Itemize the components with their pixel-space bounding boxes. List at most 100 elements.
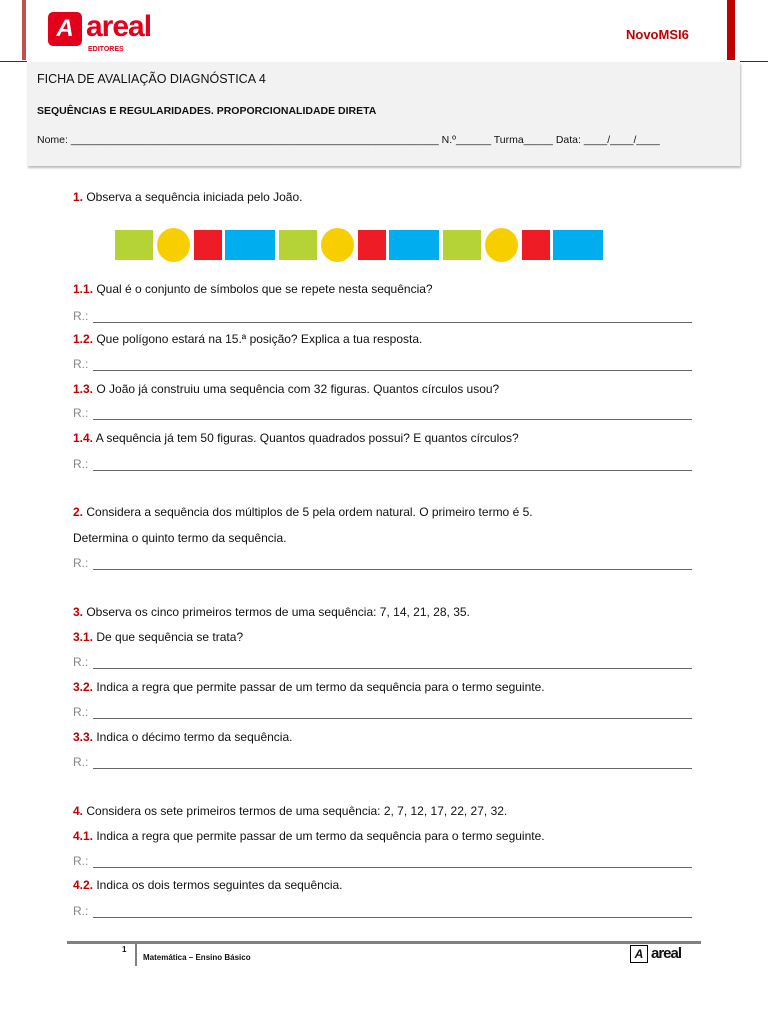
answer-line[interactable]	[93, 856, 692, 868]
answer-label: R.:	[73, 556, 89, 570]
student-fields: Nome: __________________________________…	[37, 134, 660, 146]
question-number: 4.2.	[73, 878, 94, 892]
answer-label: R.:	[73, 705, 89, 719]
answer-field[interactable]: R.:	[73, 357, 692, 371]
blue-rectangle	[225, 230, 275, 260]
green-square	[279, 230, 317, 260]
question-number: 1.3.	[73, 382, 94, 396]
answer-line[interactable]	[93, 459, 692, 471]
red-square	[358, 230, 386, 260]
question-text: Qual é o conjunto de símbolos que se rep…	[93, 282, 433, 296]
question-3: 3. Observa os cinco primeiros termos de …	[73, 605, 470, 619]
question-number: 3.1.	[73, 630, 94, 644]
question-4-1: 4.1. Indica a regra que permite passar d…	[73, 829, 545, 843]
question-number: 4.1.	[73, 829, 94, 843]
yellow-circle	[485, 228, 518, 262]
red-square	[522, 230, 550, 260]
answer-label: R.:	[73, 309, 89, 323]
answer-label: R.:	[73, 655, 89, 669]
question-text: De que sequência se trata?	[93, 630, 244, 644]
question-number: 3.2.	[73, 680, 94, 694]
question-2b: Determina o quinto termo da sequência.	[73, 531, 286, 545]
answer-field[interactable]: R.:	[73, 705, 692, 719]
question-1: 1. Observa a sequência iniciada pelo Joã…	[73, 190, 303, 204]
answer-field[interactable]: R.:	[73, 904, 692, 918]
question-3-3: 3.3. Indica o décimo termo da sequência.	[73, 730, 292, 744]
question-4: 4. Considera os sete primeiros termos de…	[73, 804, 507, 818]
question-1-2: 1.2. Que polígono estará na 15.ª posição…	[73, 332, 422, 346]
answer-label: R.:	[73, 755, 89, 769]
answer-label: R.:	[73, 904, 89, 918]
question-number: 3.	[73, 605, 84, 619]
footer-text: Matemática – Ensino Básico	[143, 953, 251, 962]
yellow-circle	[157, 228, 190, 262]
question-text: Indica a regra que permite passar de um …	[93, 680, 545, 694]
answer-line[interactable]	[93, 707, 692, 719]
header-bar-left	[22, 0, 26, 60]
page-number: 1	[122, 945, 127, 954]
question-number: 1.4.	[73, 431, 94, 445]
question-number: 2.	[73, 505, 84, 519]
footer-divider	[67, 941, 701, 944]
answer-field[interactable]: R.:	[73, 854, 692, 868]
question-2: 2. Considera a sequência dos múltiplos d…	[73, 505, 533, 519]
blue-rectangle	[389, 230, 439, 260]
logo-text: areal	[651, 945, 682, 962]
answer-line[interactable]	[93, 906, 692, 918]
worksheet-subtitle: SEQUÊNCIAS E REGULARIDADES. PROPORCIONAL…	[37, 105, 377, 117]
divider	[740, 61, 768, 62]
answer-label: R.:	[73, 854, 89, 868]
footer-logo: A areal	[630, 945, 682, 963]
header-bar-right	[727, 0, 735, 60]
question-text: Considera os sete primeiros termos de um…	[83, 804, 508, 818]
green-square	[115, 230, 153, 260]
question-1-4: 1.4. A sequência já tem 50 figuras. Quan…	[73, 431, 519, 445]
logo-sub: EDITORES	[88, 46, 124, 53]
answer-field[interactable]: R.:	[73, 655, 692, 669]
question-3-2: 3.2. Indica a regra que permite passar d…	[73, 680, 545, 694]
question-text: Considera a sequência dos múltiplos de 5…	[83, 505, 533, 519]
logo-text: areal	[86, 10, 152, 43]
answer-line[interactable]	[93, 311, 692, 323]
question-number: 4.	[73, 804, 84, 818]
question-text: Indica os dois termos seguintes da sequê…	[93, 878, 343, 892]
red-square	[194, 230, 222, 260]
answer-line[interactable]	[93, 408, 692, 420]
question-number: 3.3.	[73, 730, 94, 744]
question-text: Indica a regra que permite passar de um …	[93, 829, 545, 843]
question-1-3: 1.3. O João já construiu uma sequência c…	[73, 382, 499, 396]
answer-field[interactable]: R.:	[73, 406, 692, 420]
question-text: A sequência já tem 50 figuras. Quantos q…	[93, 431, 519, 445]
question-1-1: 1.1. Qual é o conjunto de símbolos que s…	[73, 282, 433, 296]
footer-divider-vertical	[135, 944, 137, 966]
answer-line[interactable]	[93, 757, 692, 769]
logo-mark-icon: A	[48, 12, 82, 46]
logo-mark-icon: A	[630, 945, 648, 963]
answer-label: R.:	[73, 357, 89, 371]
blue-rectangle	[553, 230, 603, 260]
answer-field[interactable]: R.:	[73, 556, 692, 570]
answer-field[interactable]: R.:	[73, 309, 692, 323]
answer-line[interactable]	[93, 359, 692, 371]
question-text: Determina o quinto termo da sequência.	[73, 531, 287, 545]
answer-field[interactable]: R.:	[73, 755, 692, 769]
answer-line[interactable]	[93, 558, 692, 570]
question-text: O João já construiu uma sequência com 32…	[93, 382, 500, 396]
header-box	[27, 62, 740, 166]
question-number: 1.	[73, 190, 84, 204]
answer-label: R.:	[73, 406, 89, 420]
question-number: 1.2.	[73, 332, 94, 346]
question-number: 1.1.	[73, 282, 94, 296]
areal-logo: A areal EDITORES	[48, 12, 178, 58]
answer-line[interactable]	[93, 657, 692, 669]
question-text: Observa a sequência iniciada pelo João.	[83, 190, 303, 204]
series-label: NovoMSI6	[626, 27, 689, 42]
worksheet-title: FICHA DE AVALIAÇÃO DIAGNÓSTICA 4	[37, 72, 266, 86]
question-text: Que polígono estará na 15.ª posição? Exp…	[93, 332, 423, 346]
divider	[0, 61, 27, 62]
green-square	[443, 230, 481, 260]
answer-label: R.:	[73, 457, 89, 471]
question-text: Indica o décimo termo da sequência.	[93, 730, 293, 744]
answer-field[interactable]: R.:	[73, 457, 692, 471]
question-4-2: 4.2. Indica os dois termos seguintes da …	[73, 878, 343, 892]
